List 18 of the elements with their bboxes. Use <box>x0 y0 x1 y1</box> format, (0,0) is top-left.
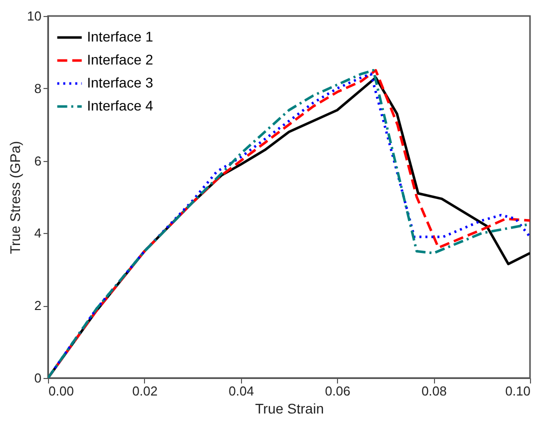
legend-label: Interface 2 <box>87 52 154 68</box>
legend-label: Interface 4 <box>87 98 154 114</box>
y-tick-label: 0 <box>34 370 42 386</box>
x-tick-label: 0.04 <box>228 384 254 398</box>
y-tick-label: 6 <box>34 153 42 168</box>
y-tick-label: 2 <box>34 298 42 314</box>
y-tick-label: 10 <box>27 8 42 24</box>
y-tick-label: 4 <box>34 226 42 241</box>
legend-label: Interface 3 <box>87 74 154 90</box>
x-axis-title: True Strain <box>255 400 324 416</box>
x-tick-label: 0.06 <box>325 384 350 398</box>
x-tick-label: 0.00 <box>48 384 74 398</box>
y-axis-title: True Stress (GPa) <box>7 140 24 254</box>
x-tick-label: 0.08 <box>421 384 447 398</box>
y-tick-label: 8 <box>34 80 42 96</box>
legend-label: Interface 1 <box>87 28 154 44</box>
x-tick-label: 0.02 <box>132 384 158 398</box>
x-tick-label: 0.10 <box>505 384 530 398</box>
